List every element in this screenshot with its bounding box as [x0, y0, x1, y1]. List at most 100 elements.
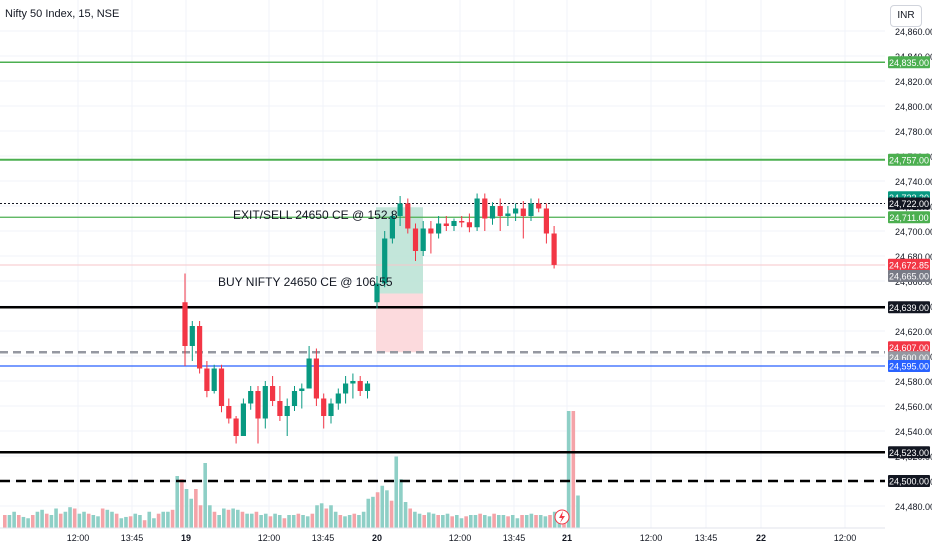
- candle-body: [443, 223, 449, 226]
- risk-zone: [376, 293, 423, 353]
- volume-bar: [147, 511, 152, 528]
- volume-bar: [114, 513, 119, 528]
- volume-bar: [96, 516, 100, 528]
- x-tick-label: 13:45: [695, 533, 718, 543]
- volume-bar: [408, 508, 413, 528]
- volume-bar: [436, 515, 440, 528]
- price-tag: [888, 475, 930, 487]
- price-tag: [888, 360, 930, 372]
- volume-bar: [217, 515, 221, 528]
- volume-bar: [72, 508, 77, 528]
- volume-bar: [380, 485, 385, 528]
- x-tick-label: 13:45: [121, 533, 144, 543]
- candle-body: [528, 203, 534, 216]
- x-tick-label: 12:00: [258, 533, 281, 543]
- volume-bar: [240, 511, 245, 528]
- volume-bar: [305, 516, 310, 528]
- volume-bar: [371, 496, 375, 528]
- price-tag-label: 24,722.00: [889, 199, 929, 209]
- price-tag-label: 24,672.85: [889, 260, 929, 270]
- volume-bar: [156, 513, 161, 528]
- volume-bar: [194, 489, 198, 528]
- candle-body: [350, 381, 356, 384]
- volume-bar: [12, 511, 16, 528]
- volume-bar: [422, 515, 426, 528]
- candle-body: [520, 208, 526, 216]
- y-tick-label: 24,680.00: [895, 252, 932, 262]
- candle-body: [240, 403, 246, 436]
- candle-body: [255, 391, 261, 419]
- volume-bar: [501, 515, 506, 528]
- candle-body: [189, 326, 195, 346]
- candle-body: [466, 222, 472, 228]
- currency-button[interactable]: INR: [890, 5, 922, 27]
- volume-bar: [277, 515, 282, 528]
- volume-bar: [44, 513, 49, 528]
- volume-bar: [506, 516, 510, 528]
- candle-body: [226, 406, 232, 419]
- candle-body: [428, 228, 434, 234]
- lightning-icon: [559, 511, 565, 523]
- candle-body: [343, 383, 349, 394]
- volume-bar: [496, 515, 501, 528]
- volume-bar: [399, 479, 403, 528]
- volume-bar: [324, 508, 329, 528]
- volume-bar: [389, 500, 394, 528]
- volume-bar: [515, 518, 520, 528]
- price-tag: [888, 56, 930, 69]
- candle-body: [543, 208, 549, 234]
- price-tag-label: 24,607.00: [889, 343, 929, 353]
- volume-bar: [231, 508, 235, 528]
- price-tag: [888, 153, 930, 166]
- volume-bar: [128, 516, 133, 528]
- volume-bar: [3, 515, 7, 528]
- volume-bar: [82, 511, 86, 528]
- volume-bar: [352, 513, 357, 528]
- candle-body: [328, 403, 334, 416]
- volume-bar: [287, 515, 291, 528]
- volume-bar: [347, 515, 352, 528]
- volume-bar: [175, 476, 180, 528]
- candle-body: [374, 283, 380, 303]
- candle-body: [277, 401, 283, 416]
- volume-bar: [543, 516, 548, 528]
- symbol-title[interactable]: Nifty 50 Index, 15, NSE: [5, 8, 120, 20]
- x-tick-label: 12:00: [449, 533, 472, 543]
- candle-body: [364, 383, 371, 391]
- volume-bar: [566, 411, 571, 528]
- volume-bar: [138, 515, 142, 528]
- volume-bar: [184, 489, 189, 528]
- y-tick-label: 24,620.00: [895, 327, 932, 337]
- candle-body: [405, 203, 411, 229]
- price-tag-label: 24,711.00: [889, 213, 928, 223]
- volume-bar: [329, 505, 333, 528]
- candle-body: [335, 393, 341, 404]
- volume-bar: [576, 495, 580, 528]
- candle-body: [211, 368, 217, 391]
- volume-bar: [91, 515, 96, 528]
- volume-bar: [315, 505, 319, 528]
- x-tick-label: 20: [372, 533, 382, 543]
- price-tag: [888, 301, 930, 314]
- candle-body: [389, 216, 395, 239]
- candle-body: [284, 406, 290, 416]
- candle-body: [505, 213, 511, 216]
- candle-body: [459, 221, 465, 223]
- volume-bar: [100, 508, 105, 528]
- volume-bar: [268, 516, 273, 528]
- x-tick-label: 12:00: [640, 533, 663, 543]
- volume-bar: [510, 515, 515, 528]
- volume-bar: [366, 498, 371, 528]
- volume-bar: [170, 509, 175, 528]
- price-tag-label: 24,835.00: [889, 58, 929, 68]
- candle-body: [382, 238, 388, 284]
- candle-body: [474, 198, 480, 228]
- price-tag: [888, 197, 930, 210]
- volume-bar: [142, 520, 147, 528]
- y-tick-label: 24,820.00: [895, 77, 932, 87]
- volume-bar: [63, 511, 68, 528]
- price-tag-label: 24,595.00: [889, 362, 929, 372]
- volume-bar: [166, 511, 170, 528]
